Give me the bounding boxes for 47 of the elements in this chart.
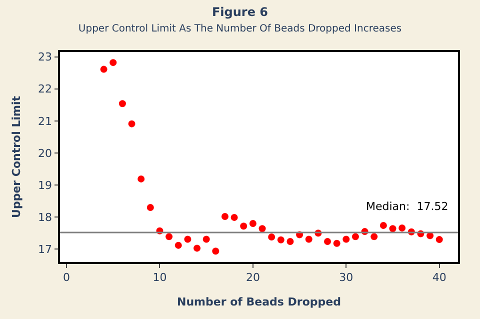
point	[118, 100, 126, 108]
point	[398, 224, 406, 232]
y-tick-label: 17	[38, 243, 52, 256]
point	[342, 236, 350, 243]
point	[324, 238, 332, 245]
point	[258, 225, 266, 232]
point	[212, 248, 220, 255]
chart-title: Figure 6	[212, 4, 268, 19]
point	[370, 233, 378, 240]
point	[174, 242, 182, 249]
x-tick-label: 20	[246, 270, 260, 284]
point	[100, 66, 108, 73]
ref-line-label: Median: 17.52	[366, 200, 448, 213]
x-axis-title: Number of Beads Dropped	[177, 296, 341, 309]
point	[128, 120, 136, 128]
point	[230, 214, 238, 221]
point	[240, 222, 248, 230]
point	[249, 220, 256, 228]
y-tick-label: 23	[38, 50, 52, 64]
x-tick-label: 30	[339, 270, 354, 284]
y-axis-title: Upper Control Limit	[10, 96, 24, 218]
point	[110, 59, 117, 66]
point	[305, 236, 312, 243]
point	[352, 233, 359, 240]
point	[166, 233, 173, 240]
y-tick-label: 20	[38, 146, 52, 160]
x-tick-label: 0	[63, 270, 70, 284]
y-tick-label: 21	[38, 114, 52, 128]
point	[333, 240, 340, 247]
point	[146, 204, 154, 211]
point	[184, 236, 192, 243]
point	[277, 236, 284, 244]
point	[202, 236, 210, 243]
point	[221, 212, 228, 220]
point	[286, 238, 294, 245]
y-tick-label: 22	[38, 82, 52, 96]
x-tick-label: 10	[152, 270, 167, 284]
point	[268, 233, 276, 240]
y-tick-label: 18	[38, 210, 52, 224]
point	[138, 175, 145, 182]
point	[436, 236, 443, 244]
x-tick-label: 40	[432, 270, 446, 284]
point	[389, 225, 396, 232]
point	[194, 244, 201, 252]
chart-subtitle: Upper Control Limit As The Number Of Beads Dropped Increases	[78, 24, 402, 35]
point	[380, 222, 387, 229]
y-tick-label: 19	[38, 178, 52, 192]
